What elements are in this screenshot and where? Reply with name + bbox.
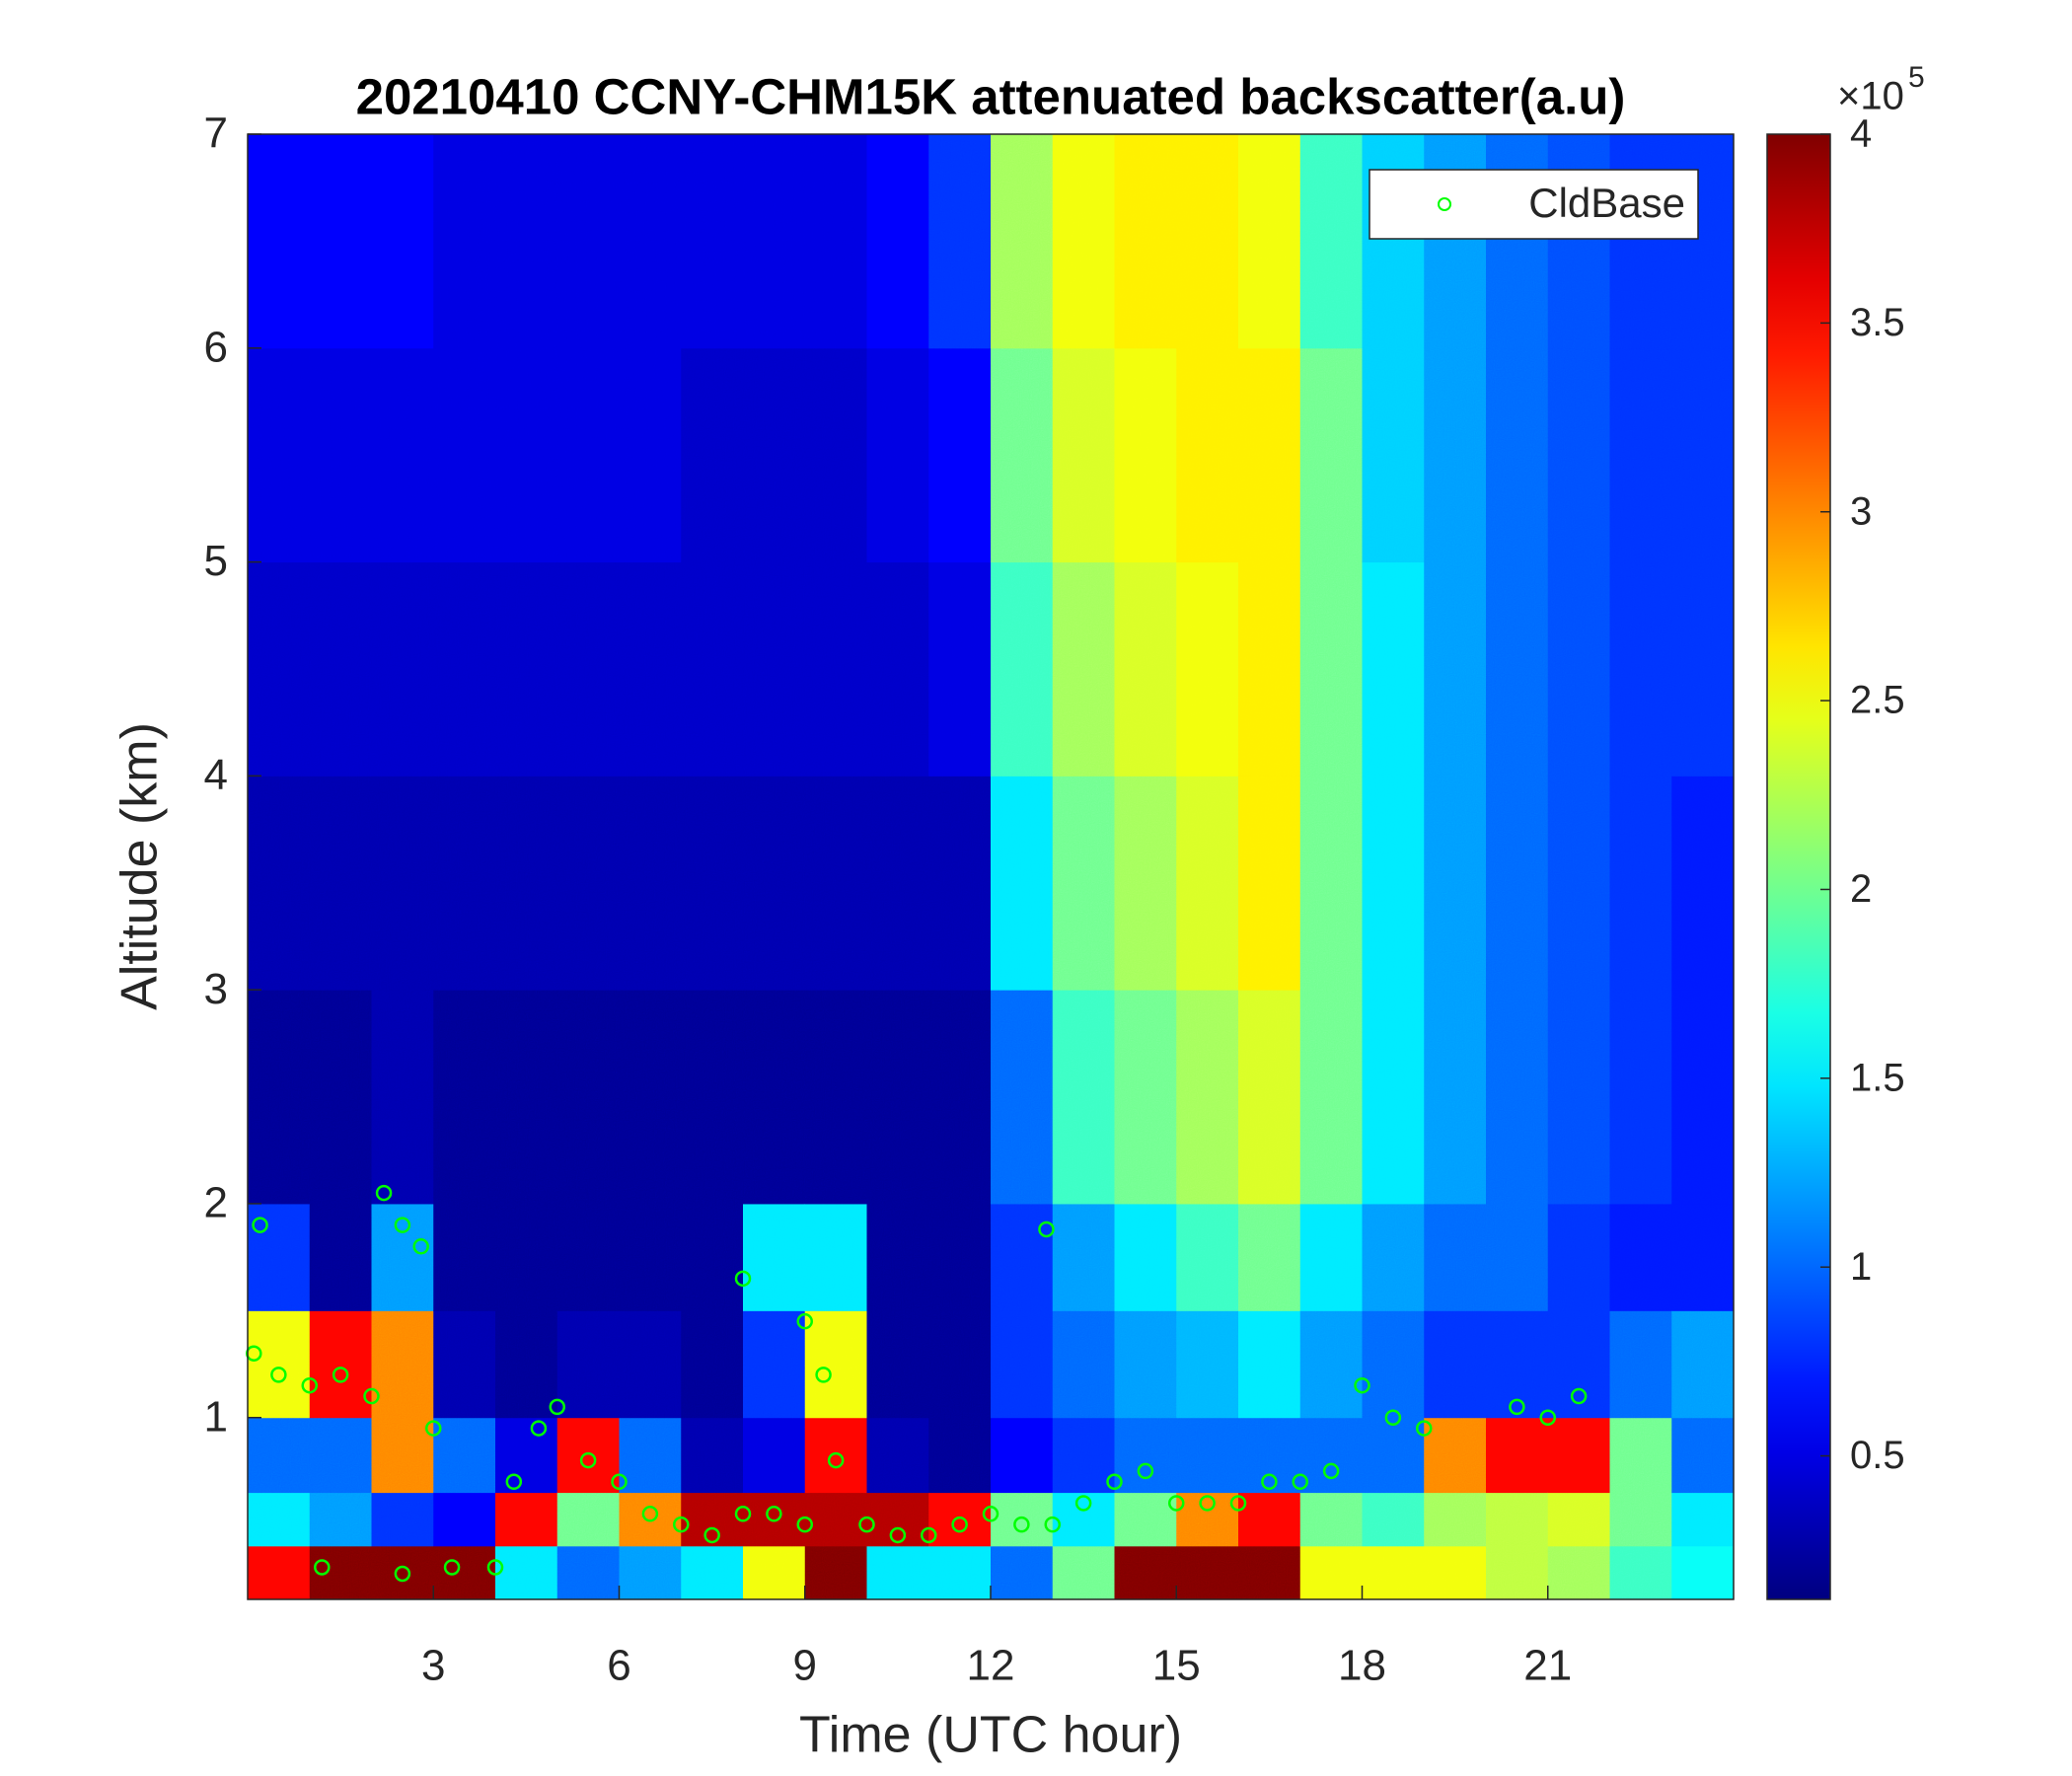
colorbar-tick-label: 4 — [1850, 112, 1872, 156]
cloud-base-point — [796, 1516, 813, 1533]
colorbar-tick-label: 3 — [1850, 489, 1872, 533]
colorbar-tick-label: 3.5 — [1850, 301, 1905, 344]
cloud-base-point — [579, 1451, 597, 1469]
y-tick-label: 1 — [204, 1392, 228, 1441]
cloud-base-point — [486, 1559, 504, 1576]
cloud-base-point — [314, 1559, 331, 1576]
cloud-base-point — [766, 1506, 782, 1522]
cloud-base-point — [270, 1367, 287, 1383]
cloud-base-point — [443, 1559, 461, 1576]
cloud-base-point — [641, 1506, 659, 1522]
y-tick-label: 3 — [204, 965, 228, 1013]
cloud-base-point — [412, 1238, 429, 1255]
cloud-base-point — [921, 1526, 937, 1544]
y-tick-label: 7 — [204, 110, 228, 158]
cloud-base-point — [252, 1217, 268, 1233]
cloud-base-point — [1229, 1495, 1247, 1512]
cloud-base-point — [1038, 1221, 1055, 1238]
cloud-base-point — [301, 1376, 318, 1394]
cloud-base-point — [394, 1217, 411, 1233]
cloud-base-point — [1322, 1462, 1340, 1480]
cloud-base-point — [673, 1516, 690, 1533]
cloud-base-point — [1199, 1495, 1216, 1512]
cloud-base-point — [858, 1516, 875, 1533]
cloud-base-point — [549, 1398, 565, 1416]
legend-label: CldBase — [1528, 180, 1685, 226]
cloud-base-point — [1416, 1420, 1433, 1437]
y-tick-label: 2 — [204, 1179, 228, 1227]
y-axis-label: Altitude (km) — [111, 722, 169, 1010]
cloud-base-point — [1354, 1376, 1370, 1394]
cloud-base-point — [889, 1526, 907, 1544]
x-tick-label: 12 — [967, 1642, 1015, 1690]
overlay-layer — [246, 1184, 1588, 1583]
colorbar-exponent: 5 — [1908, 61, 1925, 94]
cloud-base-point — [815, 1367, 832, 1383]
cloud-base-point — [1384, 1409, 1402, 1426]
colorbar-tick-label: 1 — [1850, 1245, 1872, 1289]
cloud-base-point — [1137, 1462, 1154, 1480]
cloud-base-point — [505, 1473, 523, 1491]
cloud-base-point — [1044, 1516, 1061, 1533]
cloud-base-point — [1539, 1409, 1556, 1426]
colorbar — [1766, 133, 1831, 1600]
colorbar-tick-label: 2 — [1850, 867, 1872, 911]
colorbar-multiplier: ×10 — [1837, 75, 1904, 118]
x-tick-label: 9 — [793, 1642, 817, 1690]
cloud-base-point — [1013, 1516, 1030, 1533]
cloud-base-point — [530, 1420, 548, 1437]
cloud-base-point — [703, 1526, 720, 1544]
cloud-base-point — [332, 1367, 349, 1383]
chart-title: 20210410 CCNY-CHM15K attenuated backscat… — [356, 68, 1626, 124]
cloud-base-point — [734, 1506, 752, 1522]
x-axis-label: Time (UTC hour) — [799, 1707, 1182, 1764]
x-tick-label: 18 — [1338, 1642, 1386, 1690]
cloud-base-point — [827, 1451, 845, 1469]
cloud-base-point — [611, 1473, 628, 1491]
x-tick-label: 6 — [607, 1642, 630, 1690]
cloud-base-point — [394, 1565, 411, 1583]
cloud-base-point — [1074, 1495, 1092, 1512]
colorbar-tick-label: 1.5 — [1850, 1056, 1905, 1099]
cloud-base-point — [1261, 1473, 1278, 1491]
x-tick-label: 3 — [421, 1642, 445, 1690]
x-tick-label: 21 — [1523, 1642, 1572, 1690]
cloud-base-point — [982, 1506, 999, 1522]
cloud-base-point — [796, 1312, 813, 1330]
colorbar-tick-label: 0.5 — [1850, 1434, 1905, 1477]
cloud-base-point — [425, 1420, 442, 1437]
cloud-base-point — [1106, 1473, 1123, 1491]
cloud-base-point — [1509, 1398, 1525, 1416]
cloud-base-point — [1168, 1495, 1185, 1512]
legend-marker — [1438, 197, 1451, 211]
colorbar-tick-label: 2.5 — [1850, 679, 1905, 722]
cloud-base-point — [375, 1184, 393, 1202]
x-tick-label: 15 — [1152, 1642, 1201, 1690]
cloud-base-point — [363, 1387, 380, 1405]
y-tick-label: 6 — [204, 323, 228, 371]
cloud-base-point — [1292, 1473, 1308, 1491]
cloud-base-point — [1570, 1387, 1588, 1405]
cloud-base-point — [951, 1516, 968, 1533]
cloud-base-point — [734, 1270, 752, 1288]
texture — [248, 134, 1734, 1599]
legend — [1369, 169, 1699, 240]
y-tick-label: 4 — [204, 751, 228, 799]
y-tick-label: 5 — [204, 537, 228, 585]
